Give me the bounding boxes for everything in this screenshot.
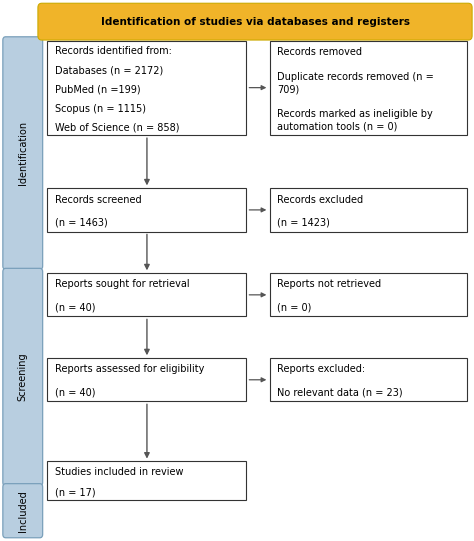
Text: Reports assessed for eligibility: Reports assessed for eligibility	[55, 365, 204, 374]
Text: Studies included in review: Studies included in review	[55, 467, 183, 477]
Text: Reports not retrieved: Reports not retrieved	[277, 280, 382, 289]
Text: automation tools (n = 0): automation tools (n = 0)	[277, 121, 398, 131]
Text: Included: Included	[18, 490, 28, 532]
Text: Identification of studies via databases and registers: Identification of studies via databases …	[100, 17, 410, 27]
FancyBboxPatch shape	[270, 273, 467, 316]
FancyBboxPatch shape	[3, 484, 43, 538]
FancyBboxPatch shape	[47, 41, 246, 135]
FancyBboxPatch shape	[47, 461, 246, 500]
Text: No relevant data (n = 23): No relevant data (n = 23)	[277, 388, 403, 398]
Text: Web of Science (n = 858): Web of Science (n = 858)	[55, 123, 179, 133]
Text: 709): 709)	[277, 84, 300, 94]
Text: Screening: Screening	[18, 353, 28, 401]
Text: Reports excluded:: Reports excluded:	[277, 365, 365, 374]
Text: Identification: Identification	[18, 121, 28, 185]
FancyBboxPatch shape	[3, 37, 43, 269]
FancyBboxPatch shape	[270, 358, 467, 401]
Text: (n = 1423): (n = 1423)	[277, 218, 330, 228]
Text: Records marked as ineligible by: Records marked as ineligible by	[277, 109, 433, 119]
Text: Records removed: Records removed	[277, 47, 365, 57]
FancyBboxPatch shape	[47, 358, 246, 401]
FancyBboxPatch shape	[3, 268, 43, 486]
Text: Records excluded: Records excluded	[277, 195, 364, 204]
Text: Scopus (n = 1115): Scopus (n = 1115)	[55, 103, 146, 114]
Text: (n = 0): (n = 0)	[277, 303, 312, 313]
Text: PubMed (n =199): PubMed (n =199)	[55, 84, 140, 94]
FancyBboxPatch shape	[47, 188, 246, 232]
Text: Records identified from:: Records identified from:	[55, 46, 172, 56]
FancyBboxPatch shape	[270, 41, 467, 135]
Text: Records screened: Records screened	[55, 195, 141, 204]
Text: Duplicate records removed (n =: Duplicate records removed (n =	[277, 72, 434, 82]
Text: (n = 1463): (n = 1463)	[55, 218, 107, 228]
Text: Reports sought for retrieval: Reports sought for retrieval	[55, 280, 189, 289]
Text: (n = 17): (n = 17)	[55, 487, 95, 498]
Text: (n = 40): (n = 40)	[55, 303, 95, 313]
FancyBboxPatch shape	[270, 188, 467, 232]
FancyBboxPatch shape	[38, 3, 472, 40]
Text: Databases (n = 2172): Databases (n = 2172)	[55, 65, 163, 75]
FancyBboxPatch shape	[47, 273, 246, 316]
Text: (n = 40): (n = 40)	[55, 388, 95, 398]
